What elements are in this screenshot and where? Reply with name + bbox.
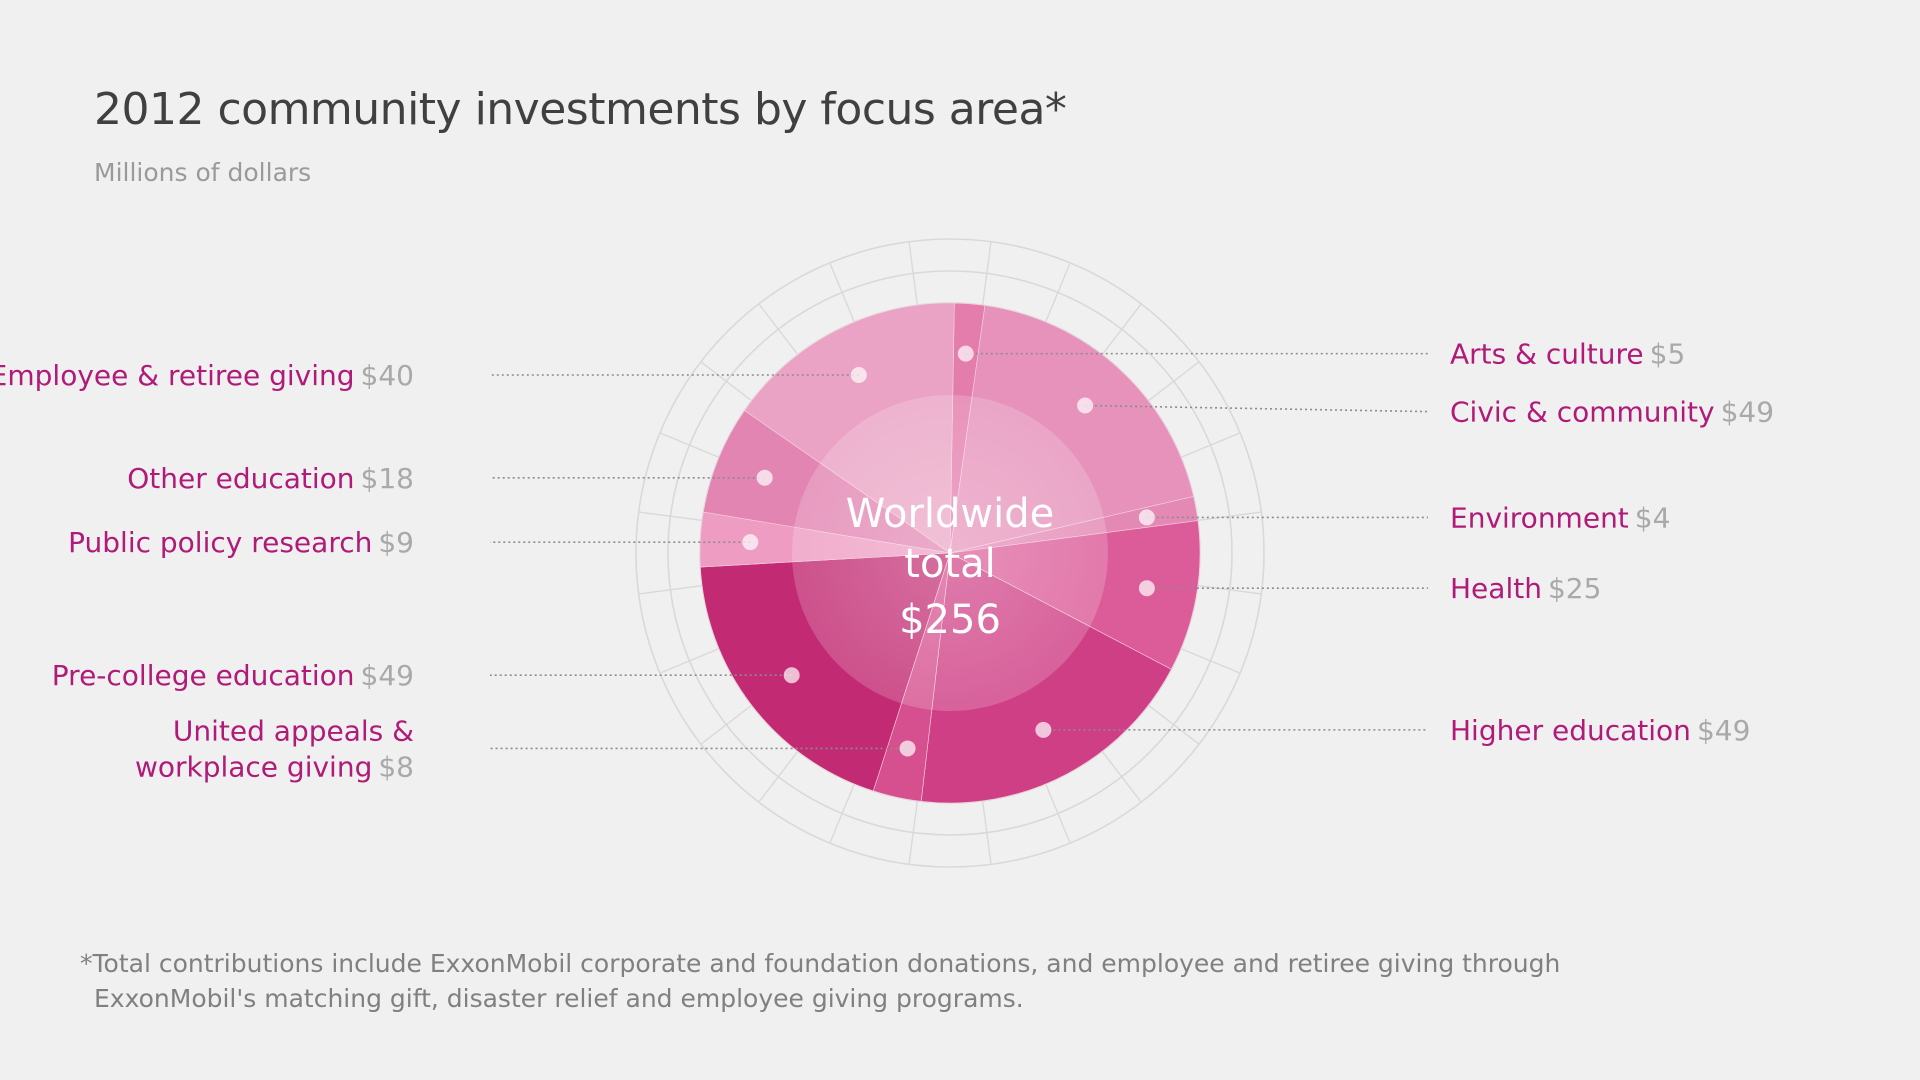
slice-marker-dot [756, 469, 773, 486]
slice-label-text: Civic & community [1450, 396, 1715, 429]
slice-marker-dot [1138, 509, 1155, 526]
chart-subtitle: Millions of dollars [94, 158, 312, 187]
slice-label: Employee & retiree giving $40 [0, 359, 414, 392]
slice-label-text: Employee & retiree giving [0, 359, 355, 392]
slice-label-text: Pre-college education [52, 659, 355, 692]
slice-marker-dot [850, 366, 867, 383]
center-disc [792, 395, 1108, 711]
slice-value-label: $5 [1650, 338, 1686, 371]
slice-label-text: Public policy research [68, 526, 372, 559]
slice-marker-dot [957, 345, 974, 362]
slice-label: Health $25 [1450, 572, 1601, 605]
slice-value-label: $40 [361, 359, 414, 392]
slice-value-label: $9 [378, 526, 414, 559]
grid-ring [635, 238, 1265, 868]
footnote-line-1: *Total contributions include ExxonMobil … [80, 949, 1561, 978]
slice-label: United appeals & workplace giving $8 [135, 714, 414, 783]
slice-value-label: $8 [378, 750, 414, 783]
slice-label-text: Health [1450, 572, 1542, 605]
slice-label-text: Higher education [1450, 714, 1691, 747]
slice-label: Civic & community $49 [1450, 396, 1774, 429]
slice-label-text: Other education [127, 462, 354, 495]
leader-line [1085, 404, 1429, 413]
chart-title: 2012 community investments by focus area… [94, 84, 1067, 135]
slice-label-text: Arts & culture [1450, 338, 1644, 371]
slice-label: Arts & culture $5 [1450, 338, 1685, 371]
slice-label: Other education $18 [127, 462, 414, 495]
slice-marker-dot [742, 534, 759, 551]
center-total-value: $256 [899, 597, 1001, 643]
slice-label-text: Environment [1450, 501, 1629, 534]
grid-ring [667, 270, 1233, 836]
footnote-line-2: ExxonMobil's matching gift, disaster rel… [94, 984, 1024, 1013]
slice-label: Environment $4 [1450, 501, 1670, 534]
slice-marker-dot [1077, 397, 1094, 414]
slice-label: Pre-college education $49 [52, 659, 414, 692]
slice-label-text: workplace giving [135, 750, 372, 783]
slice-value-label: $4 [1635, 501, 1671, 534]
slice-marker-dot [783, 667, 800, 684]
footnote: *Total contributions include ExxonMobil … [80, 946, 1560, 1016]
slice-marker-dot [1138, 580, 1155, 597]
slice-marker-dot [1035, 721, 1052, 738]
slice-label: Higher education $49 [1450, 714, 1750, 747]
center-total-label: Worldwide total $256 [846, 491, 1054, 643]
leader-lines [490, 345, 1429, 757]
slice-value-label: $25 [1548, 572, 1601, 605]
center-label-line1: Worldwide [846, 491, 1054, 537]
center-label-line2: total [904, 541, 995, 587]
slice-marker-dot [899, 740, 916, 757]
slice-value-label: $49 [1697, 714, 1750, 747]
slice-label-text: United appeals & [173, 714, 414, 747]
slice-label: Public policy research $9 [68, 526, 414, 559]
slice-value-label: $18 [361, 462, 414, 495]
slice-value-label: $49 [1721, 396, 1774, 429]
slice-value-label: $49 [361, 659, 414, 692]
